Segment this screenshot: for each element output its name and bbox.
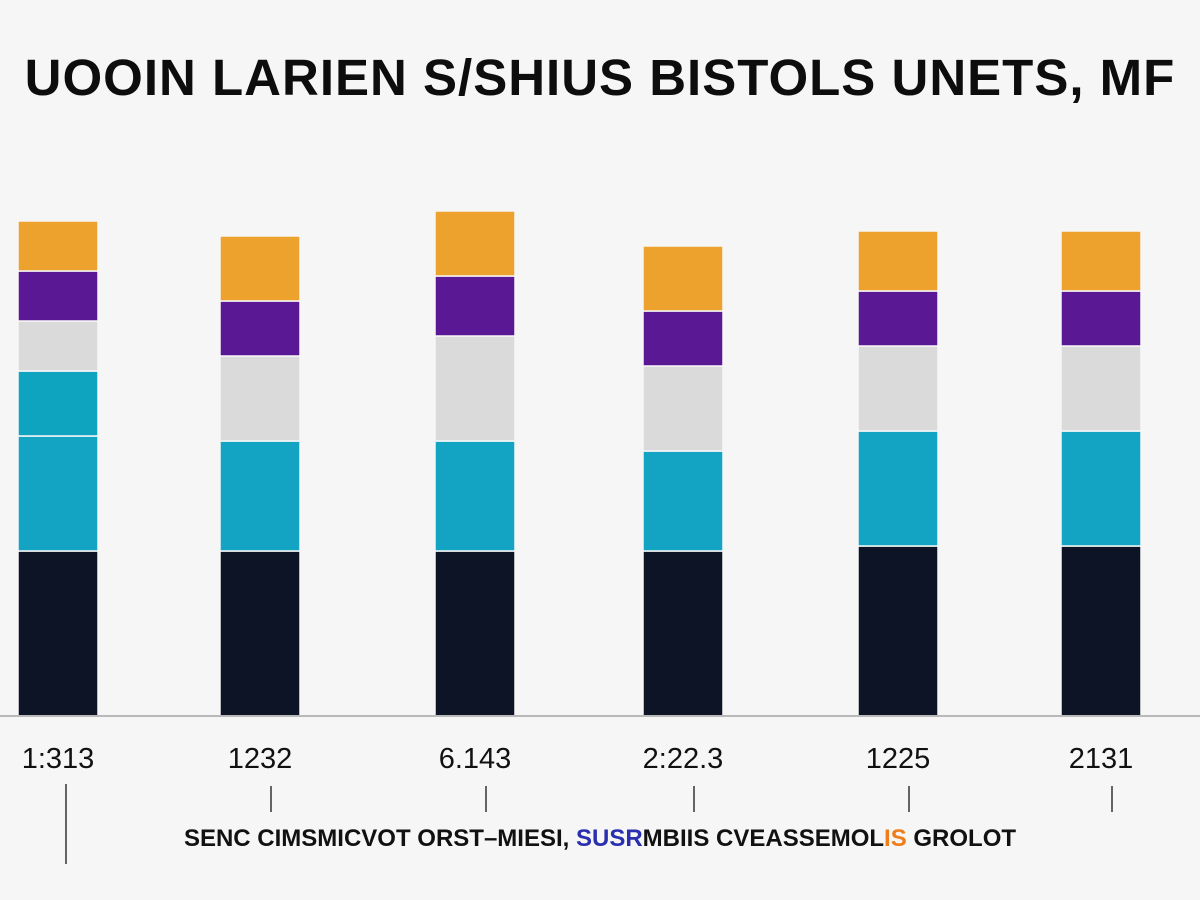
x-tick-label: 2131: [1069, 743, 1134, 775]
bar-segment-2-5: [434, 210, 516, 277]
legend-text-3: IS: [884, 825, 907, 852]
chart-title: UOOIN LARIEN S/SHIUS BISTOLS UNETS, MF: [24, 49, 1176, 106]
bar-segment-1-0: [219, 550, 301, 717]
bar-segment-0-1: [17, 435, 99, 552]
bar-segment-2-4: [434, 275, 516, 337]
bar-segment-1-5: [219, 235, 301, 302]
bar-segment-5-3: [1060, 345, 1142, 432]
x-axis-ticks: [65, 784, 1113, 864]
x-axis-tick-labels: 1:313 1232 6.143 2:22.3 1225 2131: [22, 743, 1134, 775]
x-tick-label: 1232: [228, 743, 293, 775]
x-tick-label: 1:313: [22, 743, 95, 775]
legend: SENC CIMSMICVOT ORST–MIESI, SUSRMBIIS CV…: [0, 825, 1200, 853]
bar-segment-2-0: [434, 550, 516, 717]
legend-text-2: MBIIS CVEASSEMOL: [642, 825, 885, 852]
bar-segment-4-0: [857, 545, 939, 717]
legend-text-4: GROLOT: [906, 825, 1017, 852]
bar-segment-4-4: [857, 290, 939, 347]
x-tick-label: 1225: [866, 743, 931, 775]
x-tick-label: 2:22.3: [643, 743, 724, 775]
bar-segment-1-4: [219, 300, 301, 357]
x-tick-label: 6.143: [439, 743, 512, 775]
bar-segment-1-3: [219, 355, 301, 442]
bar-segment-2-3: [434, 335, 516, 442]
bar-segment-2-1: [434, 440, 516, 552]
bar-segment-3-3: [642, 365, 724, 452]
legend-text-0: SENC CIMSMICVOT ORST–MIESI,: [183, 825, 576, 852]
bars-group: [17, 210, 1142, 717]
legend-text-1: SUSR: [575, 825, 643, 852]
bar-segment-3-1: [642, 450, 724, 552]
bar-segment-0-0: [17, 550, 99, 717]
bar-segment-5-0: [1060, 545, 1142, 717]
bar-segment-0-2: [17, 370, 99, 437]
bar-segment-0-4: [17, 270, 99, 322]
bar-segment-3-5: [642, 245, 724, 312]
bar-segment-0-5: [17, 220, 99, 272]
bar-segment-4-5: [857, 230, 939, 292]
bar-segment-3-0: [642, 550, 724, 717]
bar-segment-5-5: [1060, 230, 1142, 292]
bar-segment-3-4: [642, 310, 724, 367]
bar-segment-5-1: [1060, 430, 1142, 547]
bar-segment-0-3: [17, 320, 99, 372]
bar-segment-4-1: [857, 430, 939, 547]
bar-segment-1-1: [219, 440, 301, 552]
bar-segment-5-4: [1060, 290, 1142, 347]
bar-segment-4-3: [857, 345, 939, 432]
